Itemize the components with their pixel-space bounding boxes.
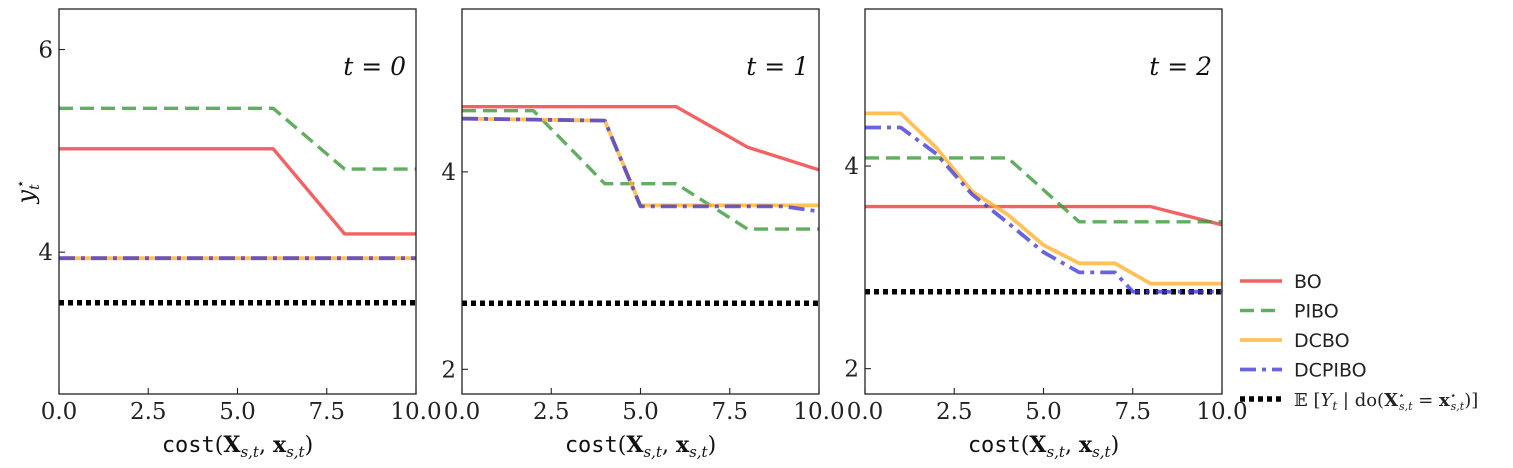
legend-label: DCPIBO xyxy=(1294,360,1367,382)
legend: BO PIBO DCBO DCPIBO 𝔼 [Yt | do(X⋆ s,t = x⋆ s,t… xyxy=(1240,271,1478,413)
x-tick-label: 0.0 xyxy=(847,399,884,425)
x-axis-label: cost(Xs,t, xs,t) xyxy=(162,432,313,461)
x-tick-label: 0.0 xyxy=(41,399,78,425)
x-tick-label: 5.0 xyxy=(1025,399,1062,425)
panel-t0: 0.0 2.5 5.0 7.5 10.0 4 6 t = 0 cost(Xs,t, xs,t) y… xyxy=(12,8,442,461)
y-tick-label: 4 xyxy=(844,154,859,180)
legend-label: DCBO xyxy=(1294,330,1350,352)
x-axis-label: cost(Xs,t, xs,t) xyxy=(565,432,716,461)
x-tick-label: 0.0 xyxy=(444,399,481,425)
x-tick-label: 2.5 xyxy=(130,399,167,425)
y-tick-label: 2 xyxy=(441,357,456,383)
x-tick-label: 10.0 xyxy=(793,399,844,425)
y-tick-label: 6 xyxy=(38,38,53,64)
legend-label: PIBO xyxy=(1294,301,1339,323)
x-tick-label: 7.5 xyxy=(1114,399,1151,425)
series-group xyxy=(462,104,819,306)
series-line-bo xyxy=(59,147,416,236)
y-axis-label: yt⋆ xyxy=(12,180,43,205)
series-group xyxy=(59,106,416,306)
panel-t2: 0.0 2.5 5.0 7.5 10.0 2 4 t = 2 cost(Xs,t, xs,t) xyxy=(844,8,1248,461)
series-line-dcbo xyxy=(865,111,1222,286)
series-line-bo xyxy=(462,104,819,172)
x-tick-label: 10.0 xyxy=(390,399,441,425)
y-tick-label: 4 xyxy=(441,160,456,186)
series-line-dcpibo xyxy=(462,116,819,214)
series-line-bo xyxy=(865,204,1222,227)
panel-title: t = 0 xyxy=(343,52,406,81)
series-group xyxy=(865,111,1222,295)
panel-t1: 0.0 2.5 5.0 7.5 10.0 2 4 t = 1 cost(Xs,t, xs,t) xyxy=(441,8,845,461)
series-line-dcpibo xyxy=(865,125,1222,294)
x-tick-label: 7.5 xyxy=(711,399,748,425)
legend-entry: PIBO xyxy=(1240,301,1339,323)
legend-entry: DCBO xyxy=(1240,330,1350,352)
x-tick-label: 2.5 xyxy=(533,399,570,425)
series-line-pibo xyxy=(865,156,1222,224)
x-axis-label: cost(Xs,t, xs,t) xyxy=(968,432,1119,461)
x-tick-label: 2.5 xyxy=(936,399,973,425)
x-tick-label: 7.5 xyxy=(308,399,345,425)
panel-title: t = 1 xyxy=(746,52,809,81)
series-line-dcbo xyxy=(462,116,819,208)
legend-entry: DCPIBO xyxy=(1240,360,1367,382)
panel-title: t = 2 xyxy=(1149,52,1212,81)
y-tick-label: 4 xyxy=(38,240,53,266)
legend-entry: 𝔼 [Yt | do(X⋆ s,t = x⋆ s,t)] xyxy=(1240,389,1478,413)
series-line-pibo xyxy=(462,108,819,231)
series-line-pibo xyxy=(59,106,416,171)
x-tick-label: 10.0 xyxy=(1196,399,1247,425)
legend-entry: BO xyxy=(1240,271,1322,293)
y-tick-label: 2 xyxy=(844,357,859,383)
legend-label: BO xyxy=(1294,271,1322,293)
legend-label: 𝔼 [Yt | do(X⋆ s,t = x⋆ s,t)] xyxy=(1294,389,1478,413)
x-tick-label: 5.0 xyxy=(219,399,256,425)
x-tick-label: 5.0 xyxy=(622,399,659,425)
